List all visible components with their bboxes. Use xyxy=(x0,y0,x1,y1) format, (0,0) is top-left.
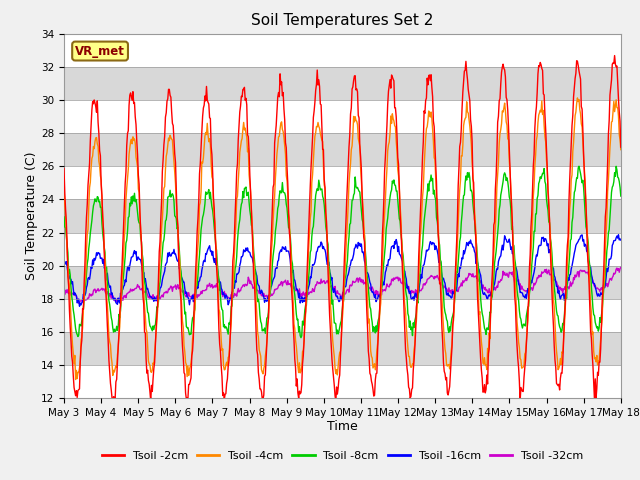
Tsoil -2cm xyxy=(411,345,419,351)
Tsoil -4cm xyxy=(617,147,625,153)
Tsoil -16cm xyxy=(185,296,193,302)
Tsoil -16cm xyxy=(617,237,625,243)
Bar xyxy=(64,133,621,166)
Tsoil -4cm xyxy=(128,141,136,147)
Tsoil -4cm xyxy=(185,372,193,378)
Tsoil -2cm xyxy=(428,72,435,78)
Tsoil -32cm xyxy=(70,291,78,297)
Tsoil -8cm xyxy=(617,193,625,199)
Bar xyxy=(64,67,621,100)
Tsoil -16cm xyxy=(614,232,622,238)
X-axis label: Time: Time xyxy=(327,420,358,432)
Tsoil -2cm xyxy=(128,97,136,103)
Tsoil -4cm xyxy=(70,361,78,367)
Tsoil -2cm xyxy=(617,144,625,150)
Line: Tsoil -32cm: Tsoil -32cm xyxy=(64,267,621,303)
Tsoil -8cm xyxy=(184,324,192,330)
Tsoil -2cm xyxy=(611,53,618,59)
Tsoil -16cm xyxy=(128,254,136,260)
Tsoil -16cm xyxy=(70,292,78,298)
Tsoil -4cm xyxy=(214,287,222,292)
Tsoil -8cm xyxy=(60,214,68,220)
Tsoil -32cm xyxy=(75,300,83,306)
Tsoil -8cm xyxy=(297,335,305,340)
Tsoil -2cm xyxy=(70,384,78,390)
Line: Tsoil -8cm: Tsoil -8cm xyxy=(64,166,621,337)
Tsoil -16cm xyxy=(214,274,222,279)
Tsoil -16cm xyxy=(76,303,83,309)
Tsoil -4cm xyxy=(428,109,435,115)
Tsoil -8cm xyxy=(411,318,419,324)
Bar xyxy=(64,34,621,67)
Line: Tsoil -2cm: Tsoil -2cm xyxy=(64,56,621,406)
Tsoil -4cm xyxy=(411,341,419,347)
Y-axis label: Soil Temperature (C): Soil Temperature (C) xyxy=(25,152,38,280)
Tsoil -8cm xyxy=(428,172,435,178)
Tsoil -16cm xyxy=(428,240,435,245)
Tsoil -8cm xyxy=(214,260,221,266)
Line: Tsoil -4cm: Tsoil -4cm xyxy=(64,98,621,380)
Tsoil -2cm xyxy=(60,166,68,171)
Tsoil -8cm xyxy=(70,312,78,318)
Tsoil -4cm xyxy=(72,377,79,383)
Legend: Tsoil -2cm, Tsoil -4cm, Tsoil -8cm, Tsoil -16cm, Tsoil -32cm: Tsoil -2cm, Tsoil -4cm, Tsoil -8cm, Tsoi… xyxy=(97,447,588,466)
Bar xyxy=(64,199,621,233)
Tsoil -2cm xyxy=(214,300,222,305)
Tsoil -32cm xyxy=(60,289,68,295)
Tsoil -32cm xyxy=(428,273,435,278)
Line: Tsoil -16cm: Tsoil -16cm xyxy=(64,235,621,306)
Bar xyxy=(64,332,621,365)
Bar xyxy=(64,299,621,332)
Tsoil -4cm xyxy=(60,188,68,194)
Tsoil -32cm xyxy=(411,290,419,296)
Tsoil -32cm xyxy=(617,264,625,270)
Tsoil -2cm xyxy=(109,403,116,408)
Bar xyxy=(64,100,621,133)
Tsoil -16cm xyxy=(60,258,68,264)
Tsoil -8cm xyxy=(575,163,583,169)
Text: VR_met: VR_met xyxy=(75,45,125,58)
Tsoil -16cm xyxy=(411,291,419,297)
Bar xyxy=(64,266,621,299)
Tsoil -2cm xyxy=(185,382,193,387)
Bar xyxy=(64,166,621,199)
Tsoil -32cm xyxy=(185,290,193,296)
Tsoil -4cm xyxy=(573,95,581,101)
Bar xyxy=(64,365,621,398)
Title: Soil Temperatures Set 2: Soil Temperatures Set 2 xyxy=(252,13,433,28)
Tsoil -8cm xyxy=(127,194,135,200)
Tsoil -32cm xyxy=(128,288,136,294)
Bar xyxy=(64,233,621,266)
Tsoil -32cm xyxy=(214,287,222,293)
